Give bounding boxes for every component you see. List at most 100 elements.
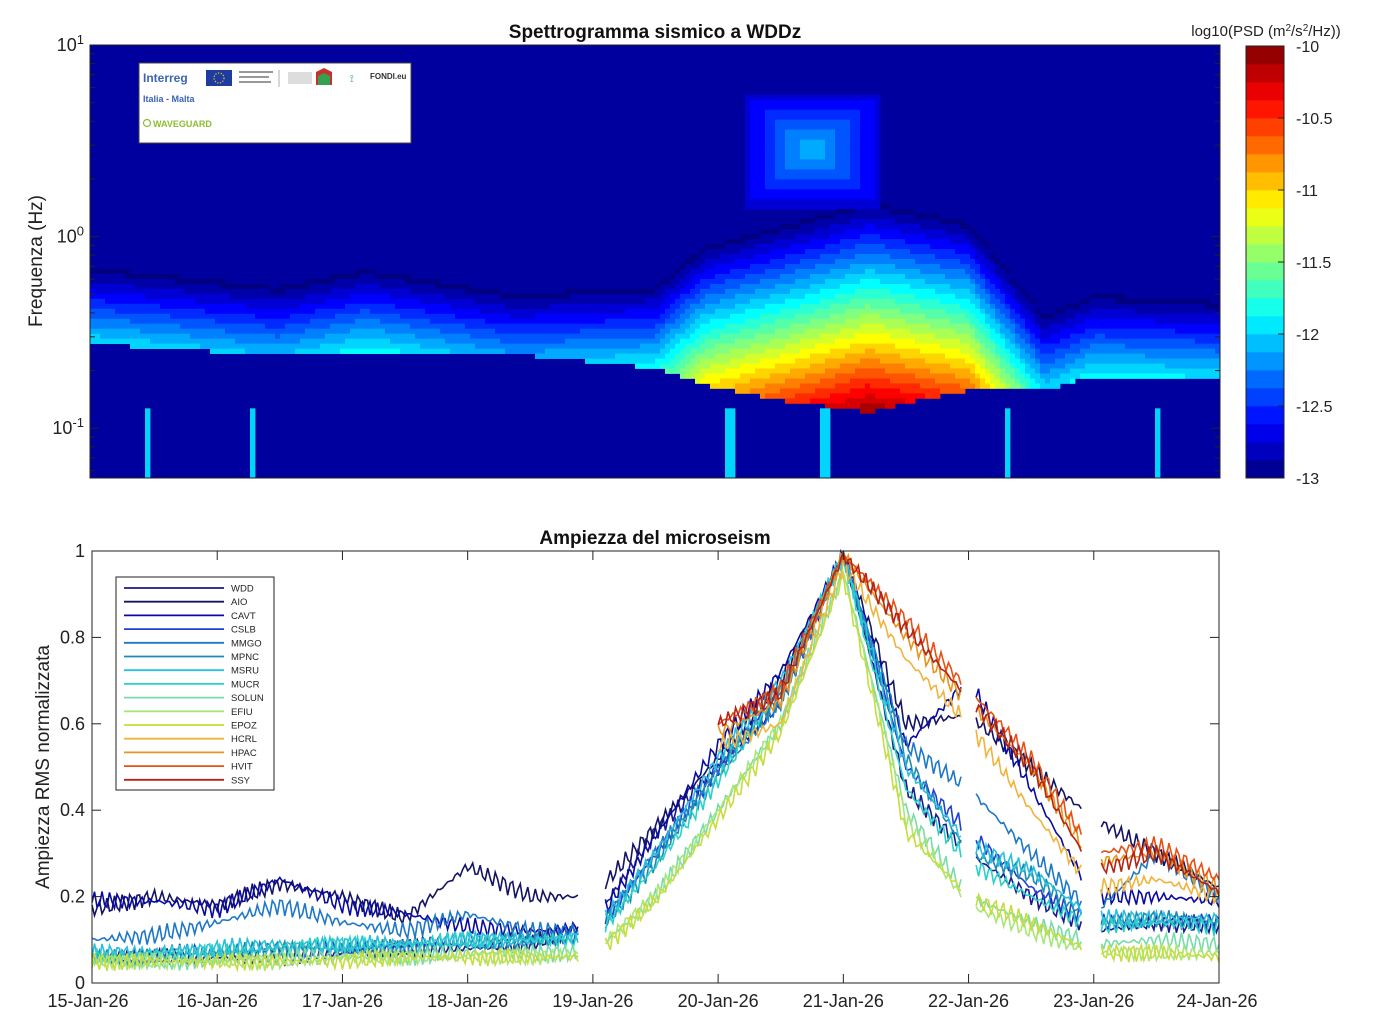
spectrogram-cell [810, 224, 816, 230]
spectrogram-cell [645, 358, 651, 364]
spectrogram-cell [1065, 363, 1071, 369]
spectrogram-cell [930, 353, 936, 359]
spectrogram-cell [815, 308, 821, 315]
spectrogram-cell [950, 273, 956, 280]
spectrogram-cell [570, 348, 576, 354]
spectrogram-cell [950, 353, 956, 359]
spectrogram-cell [390, 273, 396, 280]
spectrogram-cell [805, 234, 811, 240]
spectrogram-cell [865, 244, 871, 250]
spectrogram-cell [1050, 363, 1056, 369]
spectrogram-cell [155, 278, 161, 285]
spectrogram-cell [875, 154, 881, 160]
spectrogram-cell [870, 363, 876, 369]
spectrogram-cell [280, 333, 286, 340]
spectrogram-cell [835, 134, 841, 140]
spectrogram-cell [700, 263, 706, 270]
spectrogram-cell [110, 298, 116, 305]
spectrogram-cell [345, 328, 351, 335]
spectrogram-cell [765, 328, 771, 335]
spectrogram-cell [1050, 358, 1056, 364]
spectrogram-cell [1040, 323, 1046, 330]
spectrogram-cell [890, 278, 896, 285]
spectrogram-cell [735, 259, 741, 265]
spectrogram-cell [740, 353, 746, 359]
spectrogram-cell [725, 373, 731, 379]
spectrogram-cell [810, 278, 816, 285]
spectrogram-cell [160, 273, 166, 280]
spectrogram-cell [770, 313, 776, 320]
spectrogram-cell [1010, 318, 1016, 325]
spectrogram-cell [605, 338, 611, 345]
spectrogram-cell [870, 398, 876, 404]
spectrogram-cell [795, 169, 801, 175]
spectrogram-cell [895, 244, 901, 250]
spectrogram-cell [145, 468, 151, 474]
spectrogram-cell [710, 283, 716, 290]
spectrogram-cell [675, 348, 681, 354]
spectrogram-cell [975, 383, 981, 389]
spectrogram-cell [750, 124, 756, 131]
spectrogram-cell [515, 293, 521, 300]
spectrogram-cell [785, 229, 791, 235]
spectrogram-cell [700, 254, 706, 260]
spectrogram-cell [700, 293, 706, 300]
spectrogram-cell [955, 378, 961, 384]
spectrogram-cell [295, 298, 301, 305]
spectrogram-cell [910, 353, 916, 359]
spectrogram-cell [830, 383, 836, 389]
spectrogram-cell [690, 353, 696, 359]
spectrogram-cell [865, 164, 871, 170]
spectrogram-cell [805, 323, 811, 330]
spectrogram-cell [825, 453, 831, 459]
spectrogram-cell [1025, 368, 1031, 374]
spectrogram-cell [805, 373, 811, 379]
spectrogram-cell [750, 259, 756, 265]
spectrogram-cell [930, 368, 936, 374]
spectrogram-cell [315, 338, 321, 345]
spectrogram-cell [675, 318, 681, 325]
spectrogram-cell [835, 209, 841, 215]
spectrogram-cell [795, 189, 801, 195]
spectrogram-cell [405, 273, 411, 280]
spectrogram-cell [660, 278, 666, 285]
spectrogram-cell [825, 423, 831, 429]
spectrogram-cell [375, 283, 381, 290]
spectrogram-cell [915, 278, 921, 285]
spectrogram-cell [770, 229, 776, 235]
spectrogram-cell [635, 343, 641, 349]
spectrogram-cell [115, 288, 121, 295]
spectrogram-cell [915, 224, 921, 230]
spectrogram-cell [800, 134, 806, 140]
spectrogram-cell [270, 323, 276, 330]
spectrogram-cell [390, 278, 396, 285]
spectrogram-cell [950, 358, 956, 364]
spectrogram-cell [530, 328, 536, 335]
spectrogram-cell [775, 283, 781, 290]
spectrogram-cell [1005, 268, 1011, 275]
spectrogram-cell [830, 318, 836, 325]
spectrogram-cell [515, 318, 521, 325]
spectrogram-cell [690, 363, 696, 369]
spectrogram-cell [930, 268, 936, 275]
spectrogram-cell [850, 398, 856, 404]
spectrogram-cell [730, 313, 736, 320]
spectrogram-cell [815, 239, 821, 245]
spectrogram-cell [945, 224, 951, 230]
spectrogram-cell [410, 313, 416, 320]
spectrogram-cell [655, 328, 661, 335]
spectrogram-cell [1090, 328, 1096, 335]
spectrogram-cell [480, 303, 486, 310]
spectrogram-cell [970, 383, 976, 389]
spectrogram-cell [775, 298, 781, 305]
spectrogram-cell [160, 303, 166, 310]
spectrogram-cell [1015, 338, 1021, 345]
spectrogram-cell [365, 323, 371, 330]
spectrogram-cell [340, 338, 346, 345]
spectrogram-cell [705, 244, 711, 250]
spectrogram-cell [405, 308, 411, 315]
spectrogram-cell [865, 273, 871, 280]
spectrogram-cell [920, 378, 926, 384]
spectrogram-cell [770, 368, 776, 374]
spectrogram-cell [265, 333, 271, 340]
